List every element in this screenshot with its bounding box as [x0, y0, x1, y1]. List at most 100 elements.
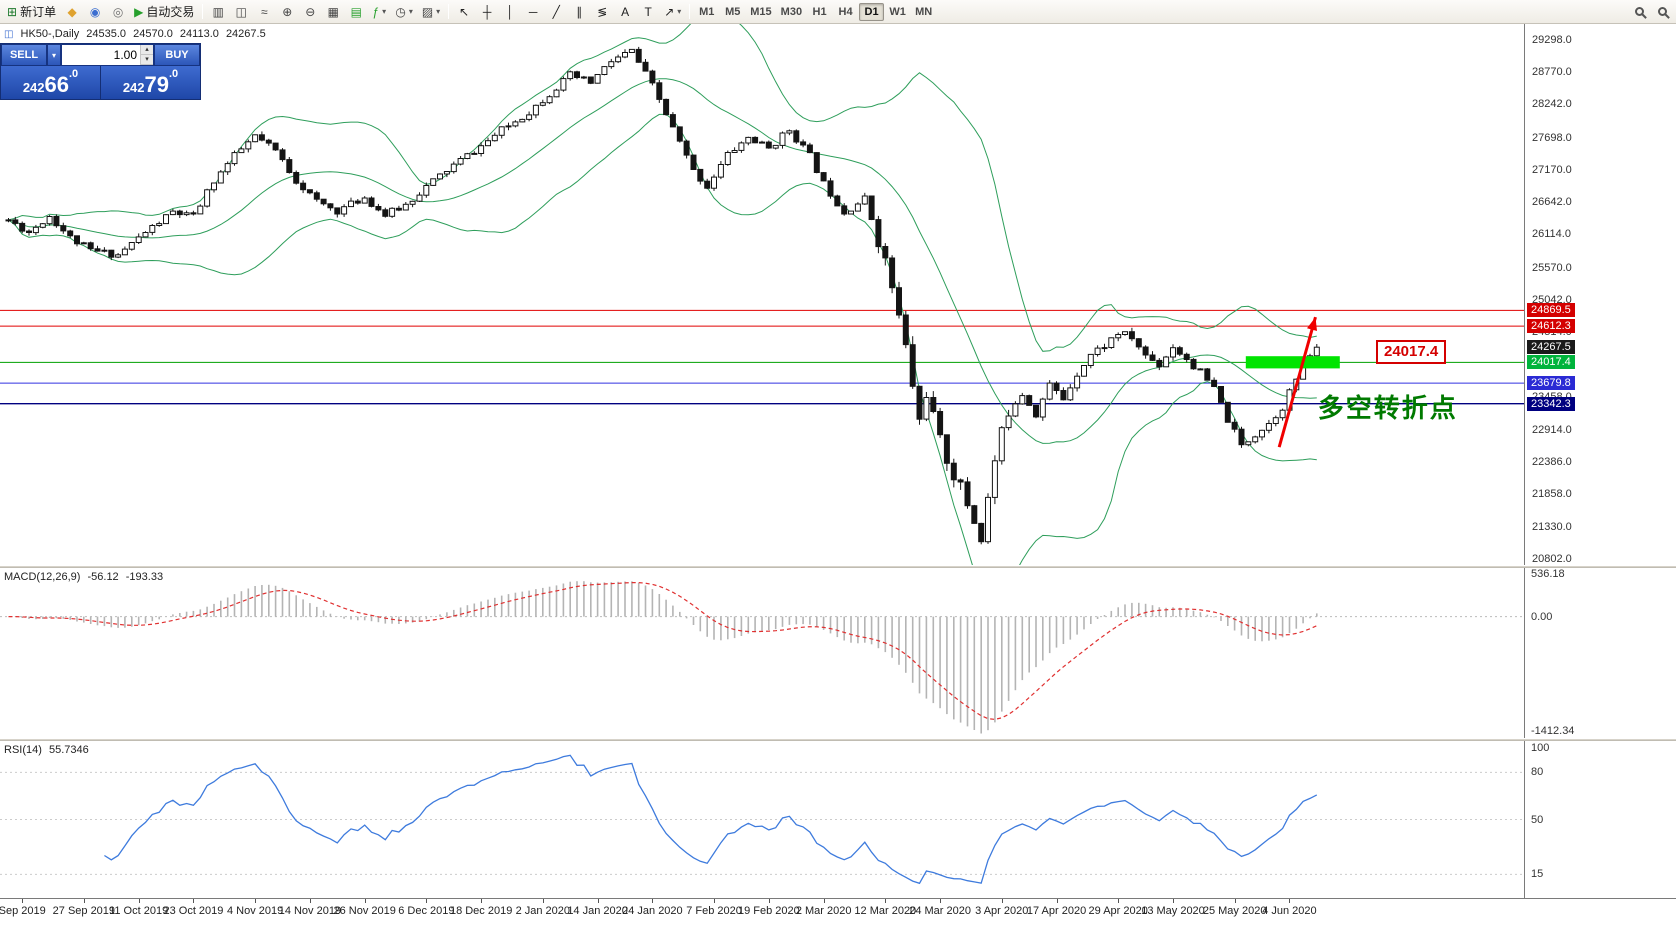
price-tag[interactable]: 24612.3 [1527, 319, 1575, 334]
sell-button[interactable]: SELL [1, 44, 47, 66]
time-tick [597, 899, 599, 903]
price-tick-label: 27698.0 [1532, 131, 1572, 144]
crosshair-tool-button[interactable]: ┼ [476, 2, 498, 22]
autotrading-button[interactable]: ▶ 自动交易 [130, 2, 198, 22]
zoom-out-icon: ⊖ [305, 4, 316, 19]
line-chart-button[interactable]: ≈ [253, 2, 275, 22]
search-symbol-icon [1634, 7, 1644, 16]
text-tool-icon: A [621, 4, 630, 19]
time-tick [364, 899, 366, 903]
vertical-line-tool-button[interactable]: │ [499, 2, 521, 22]
tile-windows-button[interactable]: ▦ [322, 2, 344, 22]
price-tag[interactable]: 23679.8 [1527, 376, 1575, 391]
price-tag[interactable]: 24017.4 [1527, 355, 1575, 370]
cursor-tool-button[interactable]: ↖ [453, 2, 475, 22]
periods-icon: ◷ [395, 4, 406, 19]
new-order-button[interactable]: ⊞ 新订单 [3, 2, 60, 22]
timeframe-d1-button[interactable]: D1 [859, 2, 885, 21]
channel-tool-icon: ∥ [576, 4, 583, 19]
channel-tool-button[interactable]: ∥ [568, 2, 590, 22]
trendline-tool-button[interactable]: ╱ [545, 2, 567, 22]
chevron-down-icon: ▾ [51, 50, 56, 60]
lot-up-icon[interactable]: ▴ [141, 45, 153, 55]
time-tick [255, 899, 257, 903]
buy-price[interactable]: 242 79.0 [101, 66, 200, 99]
lot-down-icon[interactable]: ▾ [141, 55, 153, 65]
candlestick-chart-button[interactable]: ◫ [230, 2, 252, 22]
lot-stepper: ▴ ▾ [140, 45, 153, 65]
indicators-button[interactable]: ƒ ▾ [368, 2, 390, 22]
templates-icon: ▨ [421, 4, 434, 19]
lot-size-input[interactable] [62, 45, 140, 65]
panel-divider[interactable] [0, 738, 1676, 741]
panel-divider[interactable] [0, 565, 1676, 568]
periods-button[interactable]: ◷ ▾ [391, 2, 417, 22]
time-tick-label: 25 May 2020 [1202, 905, 1267, 917]
zone-price-label[interactable]: 24017.4 [1376, 339, 1447, 364]
bar-chart-button[interactable]: ▥ [207, 2, 229, 22]
turning-point-annotation[interactable]: 多空转折点 [1317, 392, 1458, 423]
macd-panel-chart[interactable] [0, 568, 1524, 738]
close-value: 24267.5 [225, 28, 266, 40]
search-symbol-button[interactable] [1628, 2, 1650, 22]
rsi-name: RSI(14) [4, 744, 42, 756]
price-tag[interactable]: 24267.5 [1527, 340, 1575, 355]
time-tick [823, 899, 825, 903]
zoom-in-button[interactable]: ⊕ [276, 2, 298, 22]
chart-profiles-button[interactable]: ◆ [61, 2, 83, 22]
time-tick [1234, 899, 1236, 903]
time-tick-label: 24 Jan 2020 [622, 905, 683, 917]
buy-button[interactable]: BUY [154, 44, 200, 66]
fibonacci-tool-button[interactable]: ≶ [591, 2, 613, 22]
rsi-tick-label: 80 [1531, 766, 1544, 779]
price-tag[interactable]: 24869.5 [1527, 303, 1575, 318]
time-axis[interactable]: Sep 2019 27 Sep 2019 11 Oct 2019 23 Oct 201… [0, 898, 1676, 944]
lot-dropdown-button[interactable]: ▾ [47, 44, 61, 66]
time-tick-label: 26 Nov 2019 [333, 905, 396, 917]
timeframe-h4-button[interactable]: H4 [838, 5, 853, 18]
toolbar-separator [448, 4, 450, 19]
templates-button[interactable]: ▨ ▾ [418, 2, 444, 22]
timeframe-m30-button[interactable]: M30 [780, 5, 803, 18]
label-tool-icon: T [644, 4, 652, 19]
timeframe-mn-button[interactable]: MN [915, 5, 933, 18]
time-tick-label: 2 Mar 2020 [795, 905, 852, 917]
quick-search-button[interactable] [1651, 2, 1673, 22]
price-tick-label: 27170.0 [1532, 163, 1572, 176]
price-tick-label: 29298.0 [1532, 33, 1572, 46]
price-tag[interactable]: 23342.3 [1527, 396, 1575, 411]
timeframe-m15-button[interactable]: M15 [750, 5, 772, 18]
new-order-button-label: 新订单 [20, 5, 57, 19]
text-tool-button[interactable]: A [614, 2, 636, 22]
label-tool-button[interactable]: T [637, 2, 659, 22]
timeframe-m1-button[interactable]: M1 [699, 5, 715, 18]
timeframe-h1-button[interactable]: H1 [812, 5, 827, 18]
tile-windows-icon: ▦ [327, 4, 339, 19]
price-axis[interactable]: 29298.0 28770.0 28242.0 27698.0 27170.0 26642… [1524, 24, 1676, 898]
sell-price[interactable]: 242 66.0 [1, 66, 101, 99]
zoom-in-icon: ⊕ [282, 4, 293, 19]
timeframe-m5-button[interactable]: M5 [725, 5, 741, 18]
price-tick-label: 20802.0 [1532, 552, 1572, 565]
time-tick-label: 2 Jan 2020 [515, 905, 571, 917]
price-tick-label: 26642.0 [1532, 196, 1572, 209]
time-tick-label: 23 Oct 2019 [163, 905, 224, 917]
trendline-tool-icon: ╱ [552, 4, 560, 19]
time-tick [652, 899, 654, 903]
zoom-out-button[interactable]: ⊖ [299, 2, 321, 22]
timeframe-w1-button[interactable]: W1 [889, 5, 906, 18]
chevron-down-icon: ▾ [382, 7, 387, 16]
auto-arrange-button[interactable]: ▤ [345, 2, 367, 22]
arrows-tool-button[interactable]: ↗ ▾ [660, 2, 685, 22]
market-watch-button[interactable]: ◉ [84, 2, 106, 22]
time-tick-label: 13 May 2020 [1141, 905, 1205, 917]
time-tick [309, 899, 311, 903]
indicators-icon: ƒ [372, 4, 380, 19]
macd-axis: 536.18 0.00 -1412.34 [1524, 568, 1676, 738]
rsi-panel-chart[interactable] [0, 741, 1524, 898]
price-chart[interactable] [0, 24, 1524, 565]
horizontal-line-tool-button[interactable]: ─ [522, 2, 544, 22]
data-window-button[interactable]: ◎ [107, 2, 129, 22]
